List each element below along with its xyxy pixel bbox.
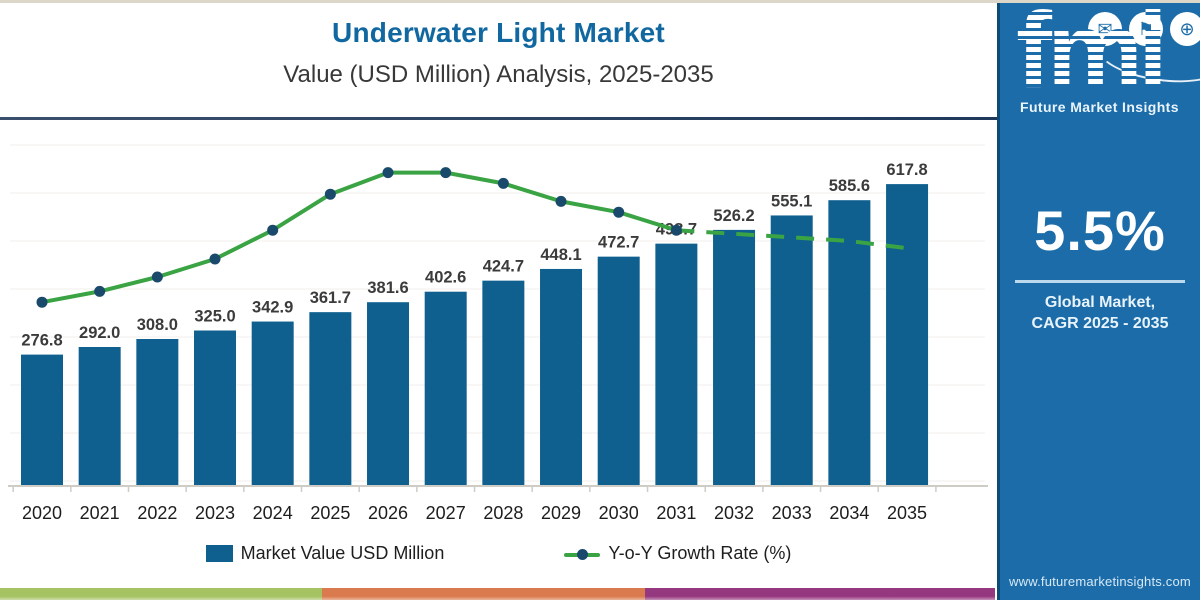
x-tick-label-2033: 2033 xyxy=(772,503,812,523)
website-link[interactable]: www.futuremarketinsights.com xyxy=(1009,574,1191,589)
bar-label-2024: 342.9 xyxy=(252,299,293,317)
bar-2025 xyxy=(309,312,352,486)
cagr-stat-value: 5.5% xyxy=(1034,199,1166,262)
x-tick-label-2023: 2023 xyxy=(195,503,235,523)
bar-label-2022: 308.0 xyxy=(137,316,178,334)
growth-point-2030 xyxy=(613,206,625,218)
bar-2027 xyxy=(424,291,467,486)
bar-2031 xyxy=(655,243,698,486)
x-tick-label-2035: 2035 xyxy=(887,503,927,523)
stat-caption-line1: Global Market, xyxy=(1044,294,1156,311)
x-tick-label-2025: 2025 xyxy=(310,503,350,523)
x-tick-label-2022: 2022 xyxy=(137,503,177,523)
bar-2020 xyxy=(21,354,63,486)
flag-icon: ⚑ xyxy=(1129,12,1163,46)
growth-point-2031 xyxy=(670,224,682,236)
growth-point-2023 xyxy=(209,253,221,265)
bar-label-2021: 292.0 xyxy=(79,324,120,342)
stripe-orange-segment xyxy=(322,588,645,600)
x-tick-label-2021: 2021 xyxy=(80,503,120,523)
x-tick-label-2028: 2028 xyxy=(483,503,523,523)
x-tick-label-2027: 2027 xyxy=(426,503,466,523)
bar-label-2023: 325.0 xyxy=(194,308,235,326)
growth-point-2028 xyxy=(497,177,509,189)
x-tick-label-2030: 2030 xyxy=(599,503,639,523)
bar-2029 xyxy=(540,268,583,486)
bar-label-2026: 381.6 xyxy=(367,279,408,297)
bar-label-2020: 276.8 xyxy=(21,332,62,350)
fmi-logo: fmi xyxy=(1016,3,1168,110)
bar-label-2032: 526.2 xyxy=(713,207,754,225)
bar-label-2028: 424.7 xyxy=(483,258,524,276)
bar-2023 xyxy=(194,330,237,486)
x-tick-label-2026: 2026 xyxy=(368,503,408,523)
growth-point-2024 xyxy=(267,224,279,236)
growth-line-dashed-forecast xyxy=(676,228,908,251)
legend-item-market-value: Market Value USD Million xyxy=(205,543,445,564)
footer-color-stripe xyxy=(0,588,995,600)
growth-point-2026 xyxy=(382,167,394,179)
x-tick-label-2024: 2024 xyxy=(253,503,293,523)
bar-label-2034: 585.6 xyxy=(829,177,870,195)
bar-2026 xyxy=(367,302,410,486)
growth-point-2029 xyxy=(555,195,567,207)
bar-2034 xyxy=(828,200,871,486)
stat-caption: Global Market, CAGR 2025 - 2035 xyxy=(1000,293,1200,335)
bar-2028 xyxy=(482,280,525,486)
bar-2021 xyxy=(78,347,121,486)
x-tick-label-2032: 2032 xyxy=(714,503,754,523)
brand-sidebar: ✉ ⚑ ⊕ fmi Future Market Insights 5.5% Gl… xyxy=(997,3,1200,600)
growth-point-2025 xyxy=(324,188,336,200)
legend-label-growth-rate: Y-o-Y Growth Rate (%) xyxy=(608,543,792,563)
growth-line-solid xyxy=(41,170,677,305)
stripe-purple-segment xyxy=(644,588,995,600)
stat-caption-line2: CAGR 2025 - 2035 xyxy=(1031,314,1169,332)
stat-divider xyxy=(1015,280,1185,283)
bar-2022 xyxy=(136,339,179,486)
page-subtitle: Value (USD Million) Analysis, 2025-2035 xyxy=(283,61,714,88)
x-tick-label-2031: 2031 xyxy=(656,503,696,523)
bar-label-2025: 361.7 xyxy=(310,289,351,307)
page-title: Underwater Light Market xyxy=(332,17,665,48)
bar-2033 xyxy=(770,215,813,486)
bar-2030 xyxy=(597,256,640,486)
chart-legend: Market Value USD Million Y-o-Y Growth Ra… xyxy=(0,543,997,564)
x-tick-label-2034: 2034 xyxy=(829,503,869,523)
bar-label-2027: 402.6 xyxy=(425,269,466,287)
legend-item-growth-rate: Y-o-Y Growth Rate (%) xyxy=(564,543,791,564)
bar-label-2030: 472.7 xyxy=(598,234,639,252)
brand-icons-row: ✉ ⚑ ⊕ xyxy=(1088,12,1200,46)
x-tick-label-2029: 2029 xyxy=(541,503,581,523)
growth-point-2022 xyxy=(151,271,163,283)
market-chart: 276.8 292.0 308.0 325.0 342.9 361.7 381.6 402.6… xyxy=(0,3,997,538)
bar-swatch-icon xyxy=(205,545,233,562)
growth-point-2020 xyxy=(36,296,48,308)
chart-canvas: 276.8 292.0 308.0 325.0 342.9 361.7 381.6 402.6… xyxy=(8,144,988,523)
growth-point-2021 xyxy=(94,285,106,297)
stripe-green-segment xyxy=(0,588,323,600)
chart-panel: Underwater Light Market Value (USD Milli… xyxy=(0,3,997,600)
bar-2032 xyxy=(713,229,756,486)
header-divider xyxy=(0,117,997,120)
bar-2024 xyxy=(251,321,294,486)
x-tick-label-2020: 2020 xyxy=(22,503,62,523)
growth-point-2027 xyxy=(440,167,452,179)
bar-label-2033: 555.1 xyxy=(771,192,812,210)
bar-2035 xyxy=(886,184,929,486)
fmi-logo-subtext: Future Market Insights xyxy=(1020,99,1179,115)
line-swatch-icon xyxy=(564,548,601,560)
bar-label-2029: 448.1 xyxy=(540,246,581,264)
legend-label-market-value: Market Value USD Million xyxy=(240,543,445,563)
envelope-icon: ✉ xyxy=(1088,12,1122,46)
globe-icon: ⊕ xyxy=(1170,12,1200,46)
bar-label-2035: 617.8 xyxy=(886,161,927,179)
